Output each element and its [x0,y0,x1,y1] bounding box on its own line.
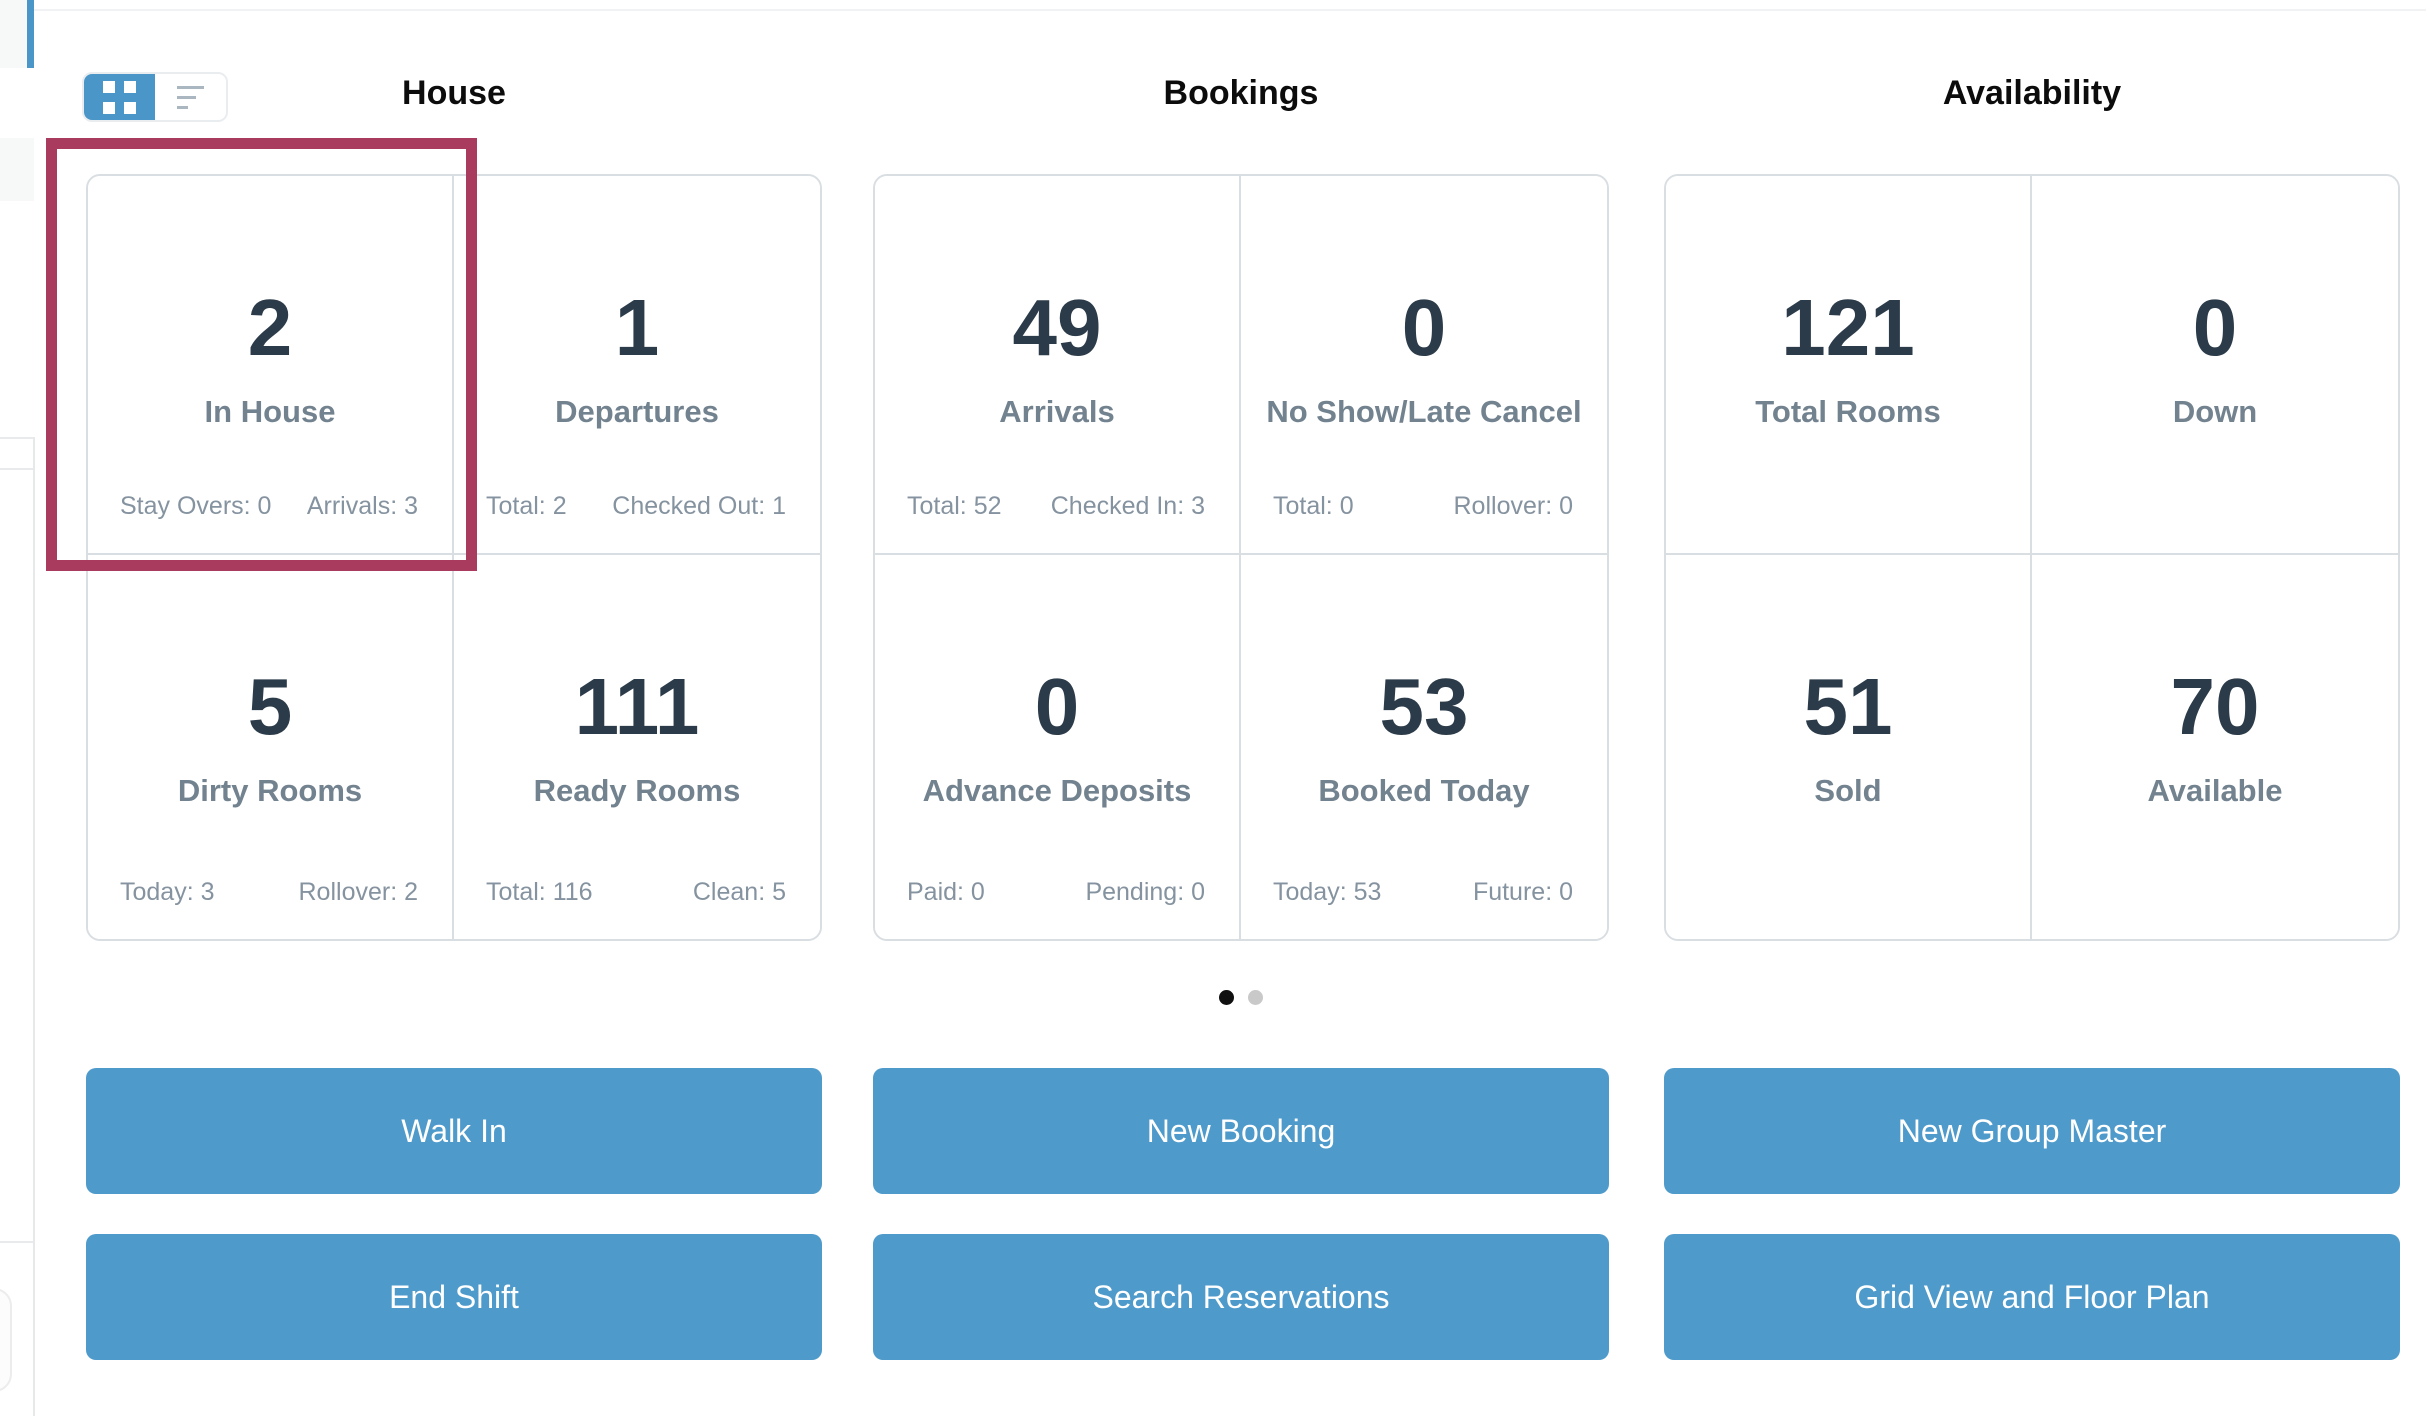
sidebar-rail [0,0,34,1416]
new-booking-button[interactable]: New Booking [873,1068,1609,1194]
card-label: Ready Rooms [533,773,741,808]
card-value: 0 [1034,662,1080,751]
section-title-house: House [402,74,506,112]
availability-cards: 121 Total Rooms 0 Down 51 Sold 70 Availa… [1664,174,2400,941]
card-value: 53 [1379,662,1469,751]
pagination-dot-active[interactable] [1219,990,1234,1005]
card-value: 70 [2170,662,2260,751]
section-title-bookings: Bookings [1163,74,1319,112]
sidebar-divider [0,1241,34,1243]
card-in-house[interactable]: 2 In House Stay Overs: 0 Arrivals: 3 [88,176,454,555]
card-label: No Show/Late Cancel [1266,394,1582,429]
card-label: Arrivals [999,394,1115,429]
walk-in-button[interactable]: Walk In [86,1068,822,1194]
card-stat: Stay Overs: 0 [120,492,272,520]
card-label: Dirty Rooms [177,773,363,808]
grid-view-floor-plan-button[interactable]: Grid View and Floor Plan [1664,1234,2400,1360]
list-view-icon [177,85,204,109]
card-stat: Clean: 5 [692,878,786,906]
pagination-dot-inactive[interactable] [1248,990,1263,1005]
sidebar-border [33,437,35,1416]
grid-view-toggle[interactable] [84,74,155,120]
card-label: Booked Today [1318,773,1530,808]
card-value: 1 [614,283,660,372]
card-down[interactable]: 0 Down [2032,176,2398,555]
sidebar-item-partial-2[interactable] [0,138,34,201]
top-divider [34,9,2426,11]
card-stat: Total: 116 [486,878,593,906]
grid-view-icon [103,80,136,114]
card-stat: Paid: 0 [907,878,985,906]
card-label: Available [2147,773,2283,808]
card-stat: Total: 0 [1273,492,1354,520]
card-value: 0 [2192,283,2238,372]
bookings-cards: 49 Arrivals Total: 52 Checked In: 3 0 No… [873,174,1609,941]
new-group-master-button[interactable]: New Group Master [1664,1068,2400,1194]
search-reservations-button[interactable]: Search Reservations [873,1234,1609,1360]
card-stat: Total: 52 [907,492,1002,520]
card-value: 49 [1012,283,1102,372]
card-stat: Checked In: 3 [1050,492,1205,520]
card-label: In House [204,394,336,429]
card-stat: Total: 2 [486,492,567,520]
card-label: Sold [1814,773,1882,808]
card-label: Total Rooms [1755,394,1941,429]
card-booked-today[interactable]: 53 Booked Today Today: 53 Future: 0 [1241,555,1607,939]
card-ready-rooms[interactable]: 111 Ready Rooms Total: 116 Clean: 5 [454,555,820,939]
card-stat: Rollover: 0 [1453,492,1574,520]
card-arrivals[interactable]: 49 Arrivals Total: 52 Checked In: 3 [875,176,1241,555]
sidebar-active-indicator [27,0,34,68]
card-value: 51 [1803,662,1893,751]
card-value: 5 [247,662,293,751]
card-stat: Future: 0 [1472,878,1573,906]
card-stat: Arrivals: 3 [306,492,418,520]
card-advance-deposits[interactable]: 0 Advance Deposits Paid: 0 Pending: 0 [875,555,1241,939]
card-value: 2 [247,283,293,372]
card-value: 0 [1401,283,1447,372]
card-total-rooms[interactable]: 121 Total Rooms [1666,176,2032,555]
sidebar-divider [0,437,34,439]
list-view-toggle[interactable] [155,74,226,120]
house-cards: 2 In House Stay Overs: 0 Arrivals: 3 1 D… [86,174,822,941]
card-available[interactable]: 70 Available [2032,555,2398,939]
card-label: Down [2172,394,2258,429]
card-no-show-late-cancel[interactable]: 0 No Show/Late Cancel Total: 0 Rollover:… [1241,176,1607,555]
sidebar-bottom-widget-partial[interactable] [0,1288,12,1392]
card-label: Departures [555,394,719,429]
card-dirty-rooms[interactable]: 5 Dirty Rooms Today: 3 Rollover: 2 [88,555,454,939]
card-stat: Checked Out: 1 [612,492,786,520]
card-stat: Pending: 0 [1085,878,1205,906]
card-departures[interactable]: 1 Departures Total: 2 Checked Out: 1 [454,176,820,555]
sidebar-divider [0,468,34,470]
card-stat: Today: 53 [1273,878,1382,906]
card-value: 121 [1781,283,1915,372]
view-toggle [82,72,228,122]
card-sold[interactable]: 51 Sold [1666,555,2032,939]
sidebar-item-partial[interactable] [0,0,27,68]
card-stat: Today: 3 [120,878,215,906]
card-label: Advance Deposits [922,773,1192,808]
carousel-pagination [873,990,1609,1005]
card-stat: Rollover: 2 [298,878,419,906]
card-value: 111 [574,662,700,751]
section-title-availability: Availability [1942,74,2122,112]
end-shift-button[interactable]: End Shift [86,1234,822,1360]
